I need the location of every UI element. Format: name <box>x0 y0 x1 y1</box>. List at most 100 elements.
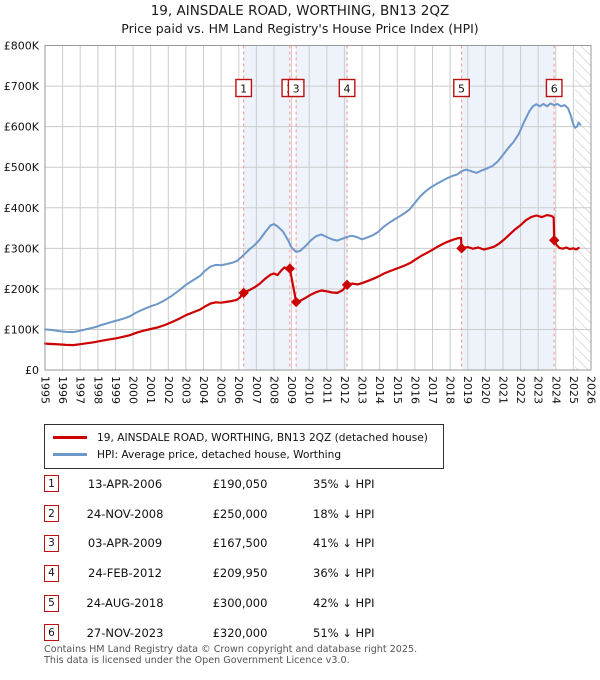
x-axis-tick-label: 2017 <box>426 376 439 404</box>
transaction-hpi-delta: 36% ↓ HPI <box>313 566 375 581</box>
x-axis-tick-label: 2023 <box>532 376 545 404</box>
x-axis-tick-label: 2016 <box>408 376 421 404</box>
transaction-number-badge: 2 <box>44 505 59 523</box>
page-subtitle: Price paid vs. HM Land Registry's House … <box>121 21 479 36</box>
sale-marker-diamond <box>290 296 302 308</box>
transaction-price: £190,050 <box>212 476 268 491</box>
transaction-price: £320,000 <box>212 625 268 640</box>
y-axis-tick-label: £300K <box>4 242 40 255</box>
chart-number-badge <box>287 78 305 98</box>
chart-number-badge-label: 1 <box>240 83 247 96</box>
transaction-price: £209,950 <box>212 566 268 581</box>
transaction-number-badge: 1 <box>44 475 59 493</box>
x-axis-tick-label: 2022 <box>514 376 527 404</box>
chart-number-badge-label: 5 <box>458 83 465 96</box>
x-axis-tick-label: 2021 <box>496 376 509 404</box>
transaction-date: 03-APR-2009 <box>87 536 163 551</box>
transaction-number-badge: 4 <box>44 564 59 582</box>
x-axis-tick-label: 2019 <box>461 376 474 404</box>
x-axis-tick-label: 1999 <box>109 376 122 404</box>
x-axis-tick-label: 1996 <box>56 376 69 404</box>
legend-label-property: 19, AINSDALE ROAD, WORTHING, BN13 2QZ (d… <box>97 431 428 444</box>
transaction-number-badge: 5 <box>44 594 59 612</box>
transaction-hpi-delta: 18% ↓ HPI <box>313 506 375 521</box>
transaction-price: £300,000 <box>212 596 268 611</box>
sale-marker-diamond <box>456 243 467 254</box>
hpi-line <box>44 102 582 334</box>
y-axis-tick-label: £400K <box>4 202 40 215</box>
license-line-2: This data is licensed under the Open Gov… <box>44 654 350 666</box>
property-price-line <box>43 214 580 347</box>
x-axis-tick-label: 2008 <box>267 376 280 404</box>
x-axis-tick-label: 2025 <box>567 376 580 404</box>
transaction-price: £250,000 <box>212 506 268 521</box>
property-line-sample <box>53 436 87 439</box>
x-axis-tick-label: 1995 <box>39 376 52 404</box>
y-axis-tick-label: £0 <box>25 364 39 377</box>
transaction-row: 3 03-APR-2009 £167,500 41% ↓ HPI <box>44 529 564 559</box>
chart-number-badge <box>453 78 470 98</box>
sale-marker-diamond <box>548 235 560 246</box>
x-axis-tick-label: 2015 <box>391 376 404 404</box>
x-axis-tick-label: 2024 <box>549 376 562 404</box>
y-axis-tick-label: £600K <box>4 121 40 134</box>
y-axis-tick-label: £700K <box>4 80 40 93</box>
legend-label-hpi: HPI: Average price, detached house, Wort… <box>97 448 342 461</box>
chart-number-badge-label: 6 <box>551 83 558 96</box>
transaction-hpi-delta: 41% ↓ HPI <box>313 536 375 551</box>
plot-frame <box>44 45 592 371</box>
chart-number-badge <box>545 78 563 98</box>
sale-marker-diamond <box>238 287 249 299</box>
license-footer: Contains HM Land Registry data © Crown c… <box>44 644 418 666</box>
transaction-row: 6 27-NOV-2023 £320,000 51% ↓ HPI <box>44 618 564 648</box>
y-axis-tick-label: £500K <box>4 161 40 174</box>
x-axis-tick-label: 2007 <box>250 376 263 404</box>
transaction-price: £167,500 <box>212 536 268 551</box>
x-axis-tick-label: 1998 <box>91 376 104 404</box>
x-axis-tick-label: 2004 <box>197 376 210 404</box>
x-axis-tick-label: 2012 <box>338 376 351 404</box>
x-axis-tick-label: 2003 <box>179 376 192 404</box>
chart-number-badge <box>338 78 356 98</box>
price-history-chart: 123456£0£100K£200K£300K£400K£500K£600K£7… <box>4 40 598 405</box>
transaction-date: 27-NOV-2023 <box>86 625 164 640</box>
sale-marker-diamond <box>341 279 353 291</box>
x-axis-tick-label: 2010 <box>303 376 316 404</box>
transaction-date: 24-NOV-2008 <box>86 506 164 521</box>
x-axis-tick-label: 2001 <box>144 376 157 404</box>
chart-legend: 19, AINSDALE ROAD, WORTHING, BN13 2QZ (d… <box>44 424 444 469</box>
transaction-row: 5 24-AUG-2018 £300,000 42% ↓ HPI <box>44 588 564 618</box>
x-axis-tick-label: 1997 <box>74 376 87 404</box>
x-axis-tick-label: 2026 <box>585 376 598 404</box>
y-axis-tick-label: £100K <box>4 323 40 336</box>
transaction-row: 1 13-APR-2006 £190,050 35% ↓ HPI <box>44 469 564 499</box>
x-axis-tick-label: 2006 <box>232 376 245 404</box>
chart-number-badge <box>235 78 253 98</box>
x-axis-tick-label: 2000 <box>127 376 140 404</box>
y-axis-tick-label: £800K <box>4 40 40 53</box>
sale-marker-diamond <box>284 263 296 274</box>
transaction-hpi-delta: 42% ↓ HPI <box>313 596 375 611</box>
transactions-table: 1 13-APR-2006 £190,050 35% ↓ HPI 2 24-NOV-200… <box>44 469 564 648</box>
transaction-number-badge: 6 <box>44 624 59 642</box>
y-axis-tick-label: £200K <box>4 283 40 296</box>
transaction-date: 24-FEB-2012 <box>88 566 162 581</box>
transaction-hpi-delta: 51% ↓ HPI <box>313 625 375 640</box>
license-line-1: Contains HM Land Registry data © Crown c… <box>44 644 418 655</box>
x-axis-tick-label: 2020 <box>479 376 492 404</box>
transaction-row: 2 24-NOV-2008 £250,000 18% ↓ HPI <box>44 499 564 529</box>
transaction-date: 13-APR-2006 <box>87 476 163 491</box>
x-axis-tick-label: 2002 <box>162 376 175 404</box>
page-title: 19, AINSDALE ROAD, WORTHING, BN13 2QZ <box>150 3 450 19</box>
x-axis-tick-label: 2018 <box>444 376 457 404</box>
transaction-row: 4 24-FEB-2012 £209,950 36% ↓ HPI <box>44 558 564 588</box>
hpi-line-sample <box>53 453 87 456</box>
chart-number-badge-label: 4 <box>344 83 351 96</box>
x-axis-tick-label: 2009 <box>285 376 298 404</box>
x-axis-tick-label: 2011 <box>320 376 333 404</box>
transaction-number-badge: 3 <box>44 534 59 552</box>
x-axis-tick-label: 2014 <box>373 376 386 404</box>
transaction-hpi-delta: 35% ↓ HPI <box>313 476 375 491</box>
transaction-date: 24-AUG-2018 <box>86 596 164 611</box>
